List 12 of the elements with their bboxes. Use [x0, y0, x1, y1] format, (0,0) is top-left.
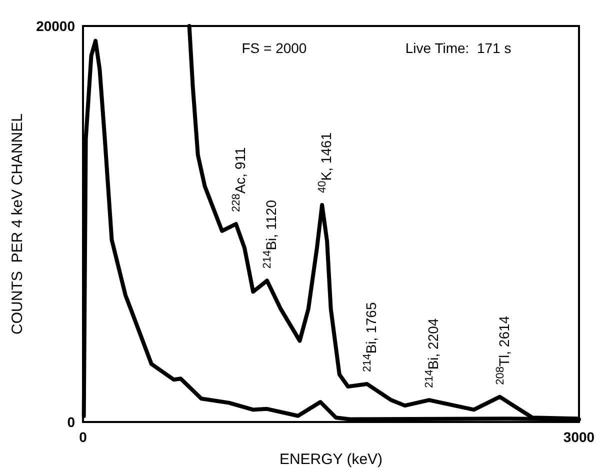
annotation: 214Bi, 2204 — [424, 318, 442, 388]
annotation: 214Bi, 1765 — [362, 302, 380, 372]
x-axis-title: ENERGY (keV) — [279, 451, 383, 468]
annotation: 40K, 1461 — [316, 132, 334, 193]
annotation: Live Time: 171 s — [405, 40, 512, 56]
annotation: 228Ac, 911 — [230, 146, 248, 212]
x-tick-label: 3000 — [563, 429, 595, 445]
y-axis-title: COUNTS PER 4 keV CHANNEL — [9, 114, 26, 334]
annotation: FS = 2000 — [242, 40, 307, 56]
y-tick-label: 20000 — [36, 18, 76, 34]
annotation: 208Tl, 2614 — [494, 316, 512, 385]
annotation: 214Bi, 1120 — [262, 200, 280, 269]
